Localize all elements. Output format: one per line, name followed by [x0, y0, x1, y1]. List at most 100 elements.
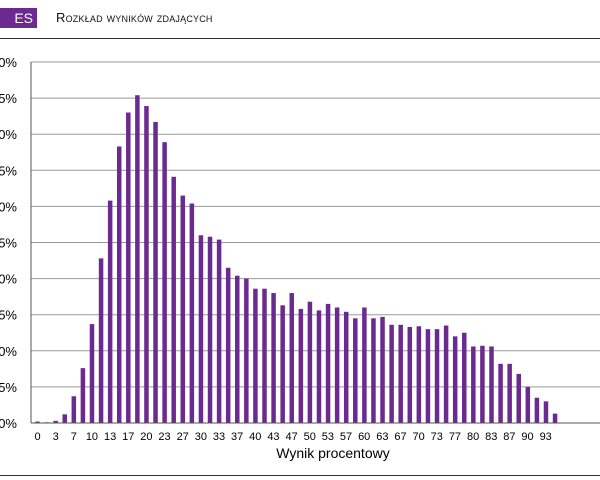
x-tick-label: 37: [231, 431, 243, 443]
header-divider: [0, 38, 600, 39]
y-tick-label: 0%: [0, 55, 17, 70]
bar: [225, 267, 231, 423]
gridlines: [31, 61, 600, 388]
bar: [534, 397, 540, 423]
y-tick-label: 0%: [0, 416, 17, 431]
bar: [289, 293, 294, 423]
bar: [144, 106, 149, 423]
y-tick-label: 5%: [0, 91, 17, 106]
bar: [244, 278, 249, 423]
bar: [253, 288, 258, 423]
bar: [516, 373, 521, 423]
bar: [235, 275, 240, 423]
bar: [216, 239, 222, 423]
bar: [98, 258, 104, 423]
bar: [316, 310, 322, 423]
x-tick-label: 70: [413, 431, 425, 443]
x-tick-label: 30: [195, 431, 207, 443]
figure-number-badge: ES 1.: [0, 8, 37, 28]
bar: [353, 318, 358, 423]
bar: [416, 326, 422, 423]
y-tick-label: 5%: [0, 380, 17, 395]
bar: [62, 414, 67, 423]
bar: [89, 324, 95, 423]
bar: [207, 236, 213, 423]
bar: [380, 316, 385, 423]
bar: [498, 363, 503, 423]
x-tick-label: 57: [340, 431, 352, 443]
bar: [126, 112, 131, 423]
bar: [407, 326, 413, 423]
y-tick-labels: 0% 5% 0% 5% 0% 5% 0% 5% 0% 5% 0%: [0, 55, 17, 431]
bar: [443, 325, 449, 423]
y-tick-label: 5%: [0, 163, 17, 178]
bar: [35, 421, 40, 423]
x-tick-label: 93: [540, 431, 552, 443]
x-tick-label: 40: [249, 431, 261, 443]
x-tick-label: 73: [431, 431, 443, 443]
x-tick-label: 33: [213, 431, 225, 443]
bar: [389, 324, 394, 423]
x-tick-label: 47: [285, 431, 297, 443]
bar: [135, 95, 140, 424]
bar: [71, 396, 77, 423]
bar: [153, 121, 158, 424]
bar: [334, 307, 340, 423]
bar: [280, 305, 285, 423]
x-tick-label: 80: [467, 431, 479, 443]
figure-title: Rozkład wyników zdających: [56, 10, 213, 25]
x-tick-label: 77: [449, 431, 461, 443]
y-tick-label: 0%: [0, 127, 17, 142]
y-tick-label: 0%: [0, 272, 17, 287]
bar: [552, 413, 558, 423]
x-tick-label: 7: [71, 431, 77, 443]
bar: [325, 303, 331, 423]
x-tick-label: 83: [485, 431, 497, 443]
x-tick-label: 27: [177, 431, 189, 443]
x-tick-label: 90: [521, 431, 533, 443]
bar: [471, 346, 476, 423]
bar: [180, 195, 186, 423]
y-tick-label: 0%: [0, 344, 17, 359]
bar: [371, 318, 376, 423]
x-axis-label: Wynik procentowy: [276, 445, 389, 461]
bar: [507, 363, 512, 423]
bar: [198, 235, 204, 423]
y-tick-label: 0%: [0, 199, 17, 214]
x-tick-label: 10: [86, 431, 98, 443]
x-tick-label: 67: [394, 431, 406, 443]
bar: [307, 301, 313, 423]
bar: [425, 329, 431, 423]
figure-header: ES 1. Rozkład wyników zdających: [0, 0, 600, 40]
bar: [480, 345, 485, 423]
y-tick-label: 5%: [0, 236, 17, 251]
bar: [452, 336, 458, 423]
bar: [398, 324, 403, 423]
bar: [343, 311, 349, 423]
bar: [362, 307, 367, 423]
x-tick-label: 23: [158, 431, 170, 443]
bar: [171, 176, 176, 423]
bar: [107, 200, 113, 423]
x-tick-label: 63: [376, 431, 388, 443]
x-tick-label: 53: [322, 431, 334, 443]
bar: [462, 332, 467, 423]
y-tick-label: 5%: [0, 308, 17, 323]
x-tick-label: 13: [104, 431, 116, 443]
bar: [80, 368, 86, 423]
x-tick-label: 60: [358, 431, 370, 443]
bar: [271, 293, 276, 423]
bar: [543, 401, 549, 423]
x-tick-label: 0: [34, 431, 40, 443]
x-tick-labels: 0 3 7 10 13 17 20 23 27 30 33 37 40 43 47 50 53 57 60 63 67 7…: [34, 431, 551, 443]
bar: [525, 386, 531, 423]
x-tick-label: 20: [140, 431, 152, 443]
bar: [262, 288, 267, 423]
footer-divider: [0, 475, 600, 476]
bar: [162, 142, 167, 423]
bar: [489, 346, 494, 423]
bar: [434, 329, 440, 423]
x-tick-label: 43: [267, 431, 279, 443]
x-tick-label: 3: [53, 431, 59, 443]
